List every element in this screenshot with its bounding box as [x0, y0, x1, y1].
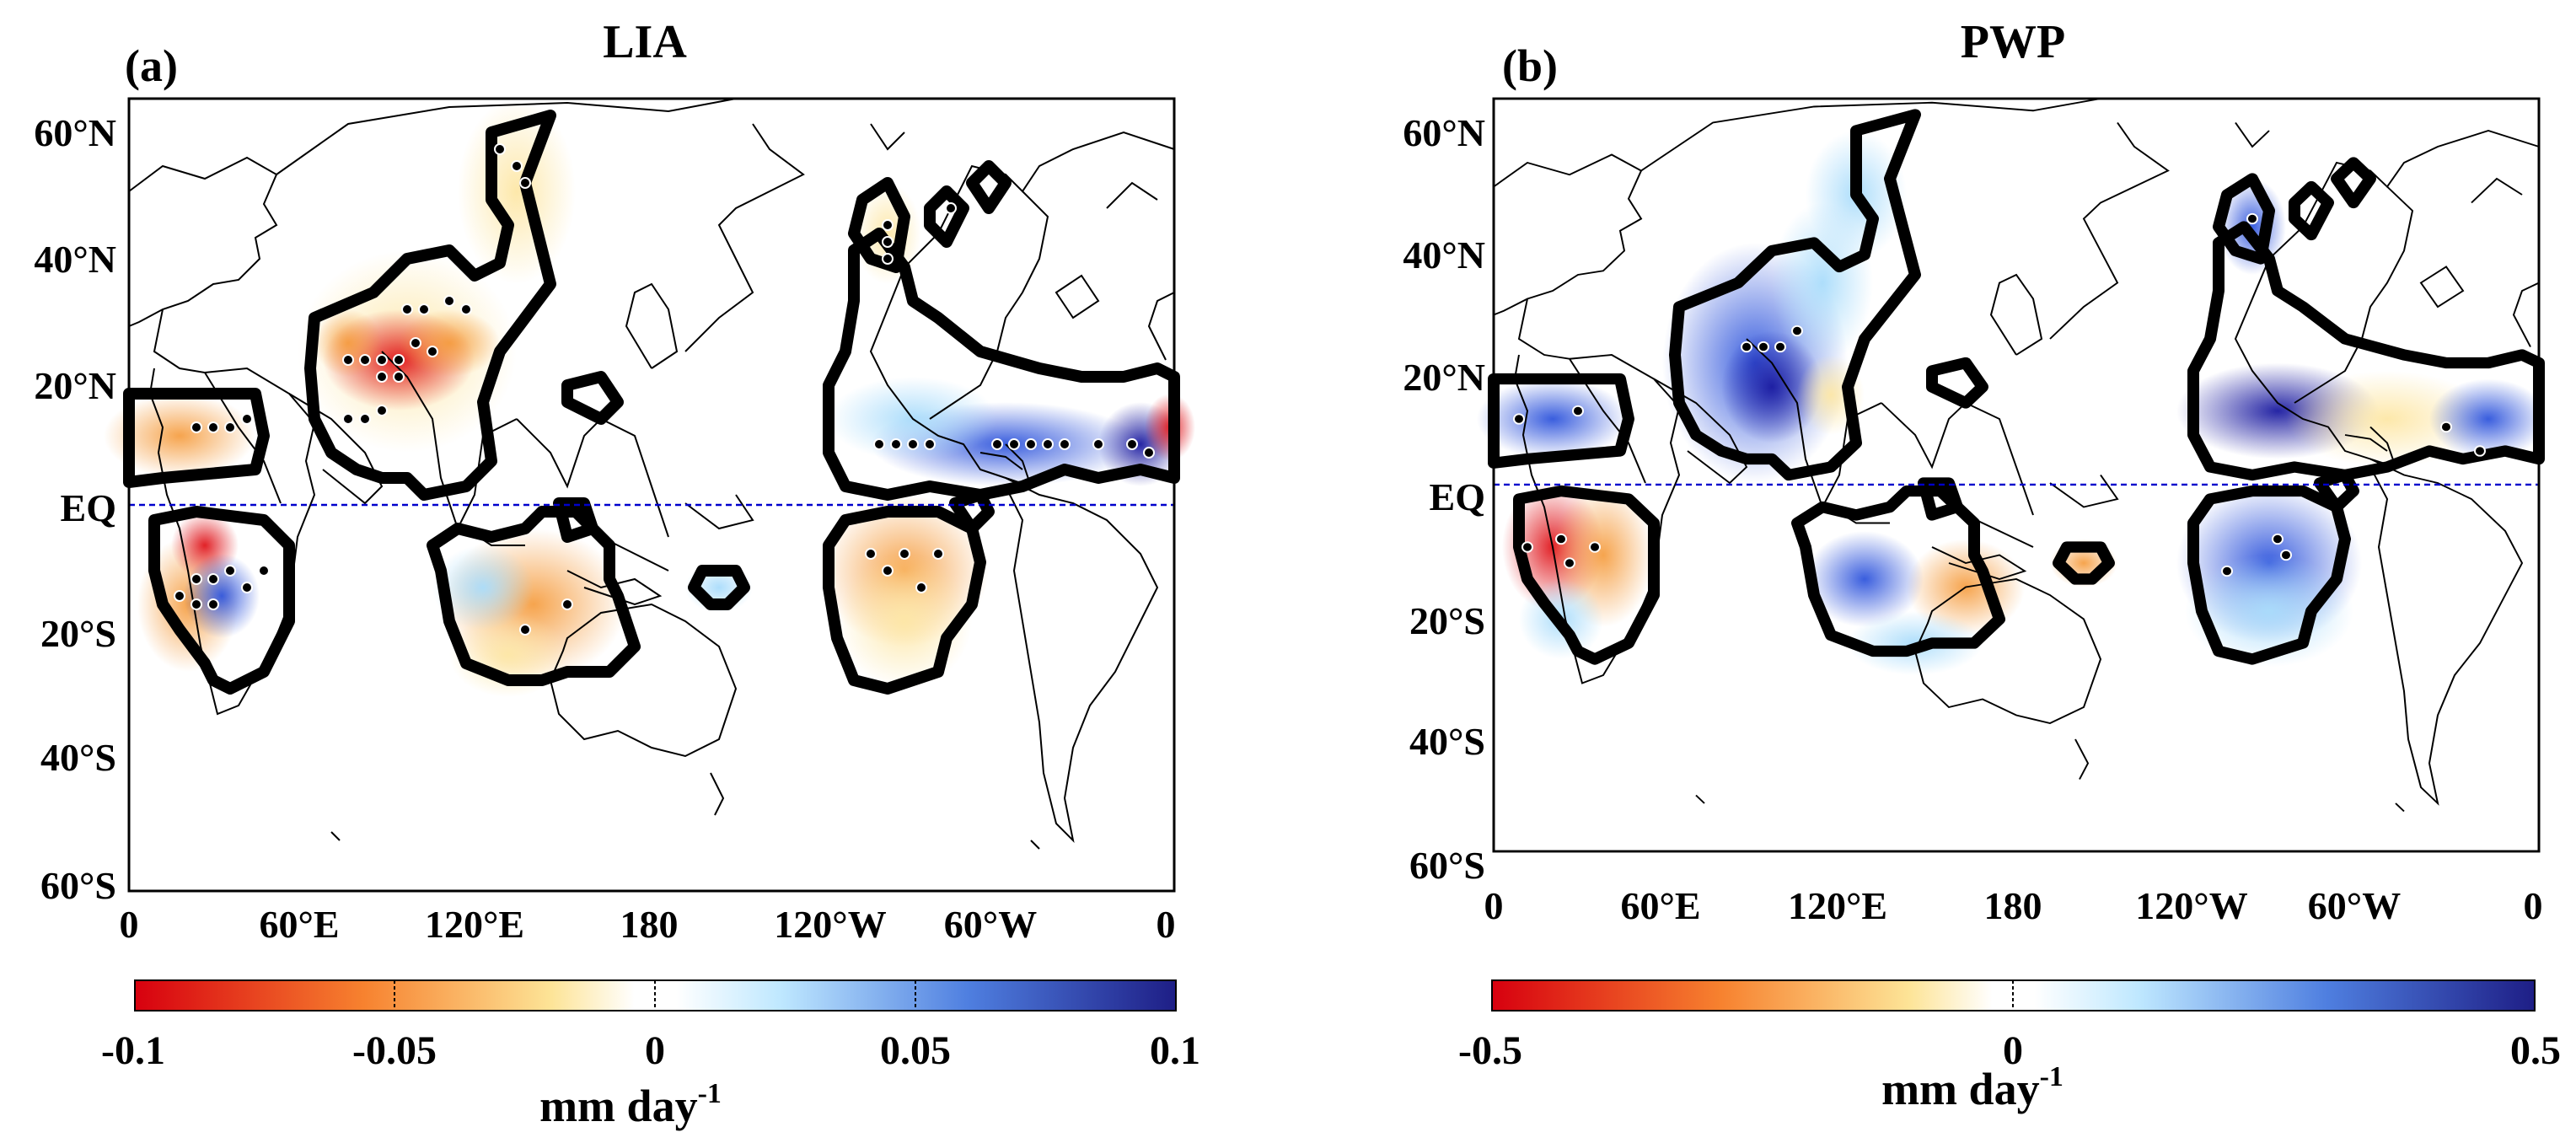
colorbar-tick: 0 [645, 1028, 665, 1073]
lat-tick: EQ [1430, 475, 1485, 518]
panel-b: (b) PWP [1403, 16, 2561, 1114]
panel-b-label: (b) [1502, 40, 1558, 91]
panel-a-colorbar: -0.1 -0.05 0 0.05 0.1 mm day-1 [101, 979, 1200, 1131]
lon-tick: 120°W [2135, 884, 2247, 927]
lat-tick: 20°S [40, 612, 116, 655]
lon-tick: 180 [620, 903, 679, 946]
lat-tick: 20°N [34, 364, 116, 407]
lon-tick: 60°E [259, 903, 339, 946]
panel-a-title: LIA [603, 16, 687, 68]
panel-a: (a) LIA [34, 16, 1200, 1131]
lon-tick: 120°E [425, 903, 524, 946]
lat-tick: 20°S [1409, 599, 1485, 642]
lon-tick: 60°W [2308, 884, 2401, 927]
colorbar-tick: 0.1 [1150, 1028, 1200, 1073]
colorbar-units: mm day-1 [1881, 1061, 2063, 1114]
lat-tick: 60°S [1409, 844, 1485, 887]
panel-b-lon-axis: 0 60°E 120°E 180 120°W 60°W 0 [1484, 884, 2543, 927]
lat-tick: EQ [61, 486, 116, 529]
panel-b-title: PWP [1961, 16, 2065, 68]
lat-tick: 60°S [40, 864, 116, 907]
lon-tick: 0 [120, 903, 139, 946]
panel-b-lat-axis: 60°N 40°N 20°N EQ 20°S 40°S 60°S [1403, 111, 1485, 887]
lon-tick: 0 [1157, 903, 1176, 946]
panel-a-map [104, 97, 1195, 893]
panel-b-significance-dots [1513, 212, 2486, 577]
lon-tick: 60°E [1620, 884, 1700, 927]
colorbar-tick: -0.5 [1458, 1028, 1522, 1073]
lat-tick: 20°N [1403, 356, 1485, 399]
lon-tick: 120°E [1788, 884, 1887, 927]
lon-tick: 0 [2524, 884, 2543, 927]
panel-b-colorbar: -0.5 0 0.5 mm day-1 [1458, 979, 2561, 1114]
lat-tick: 40°N [1403, 233, 1485, 276]
colorbar-tick: -0.05 [352, 1028, 437, 1073]
lat-tick: 40°N [34, 238, 116, 281]
colorbar-tick: -0.1 [101, 1028, 165, 1073]
lon-tick: 60°W [944, 903, 1037, 946]
lat-tick: 40°S [40, 736, 116, 779]
lon-tick: 120°W [774, 903, 886, 946]
colorbar-tick: 0 [2003, 1028, 2023, 1073]
panel-a-label: (a) [125, 40, 178, 91]
lat-tick: 60°N [34, 111, 116, 154]
lat-tick: 60°N [1403, 111, 1485, 154]
colorbar-tick: 0.5 [2510, 1028, 2561, 1073]
lon-tick: 180 [1984, 884, 2042, 927]
lat-tick: 40°S [1409, 720, 1485, 763]
panel-b-map [1477, 97, 2547, 853]
lon-tick: 0 [1484, 884, 1504, 927]
colorbar-units: mm day-1 [539, 1078, 722, 1131]
panel-a-lon-axis: 0 60°E 120°E 180 120°W 60°W 0 [120, 903, 1176, 946]
panel-a-lat-axis: 60°N 40°N 20°N EQ 20°S 40°S 60°S [34, 111, 116, 907]
colorbar-tick: 0.05 [880, 1028, 951, 1073]
